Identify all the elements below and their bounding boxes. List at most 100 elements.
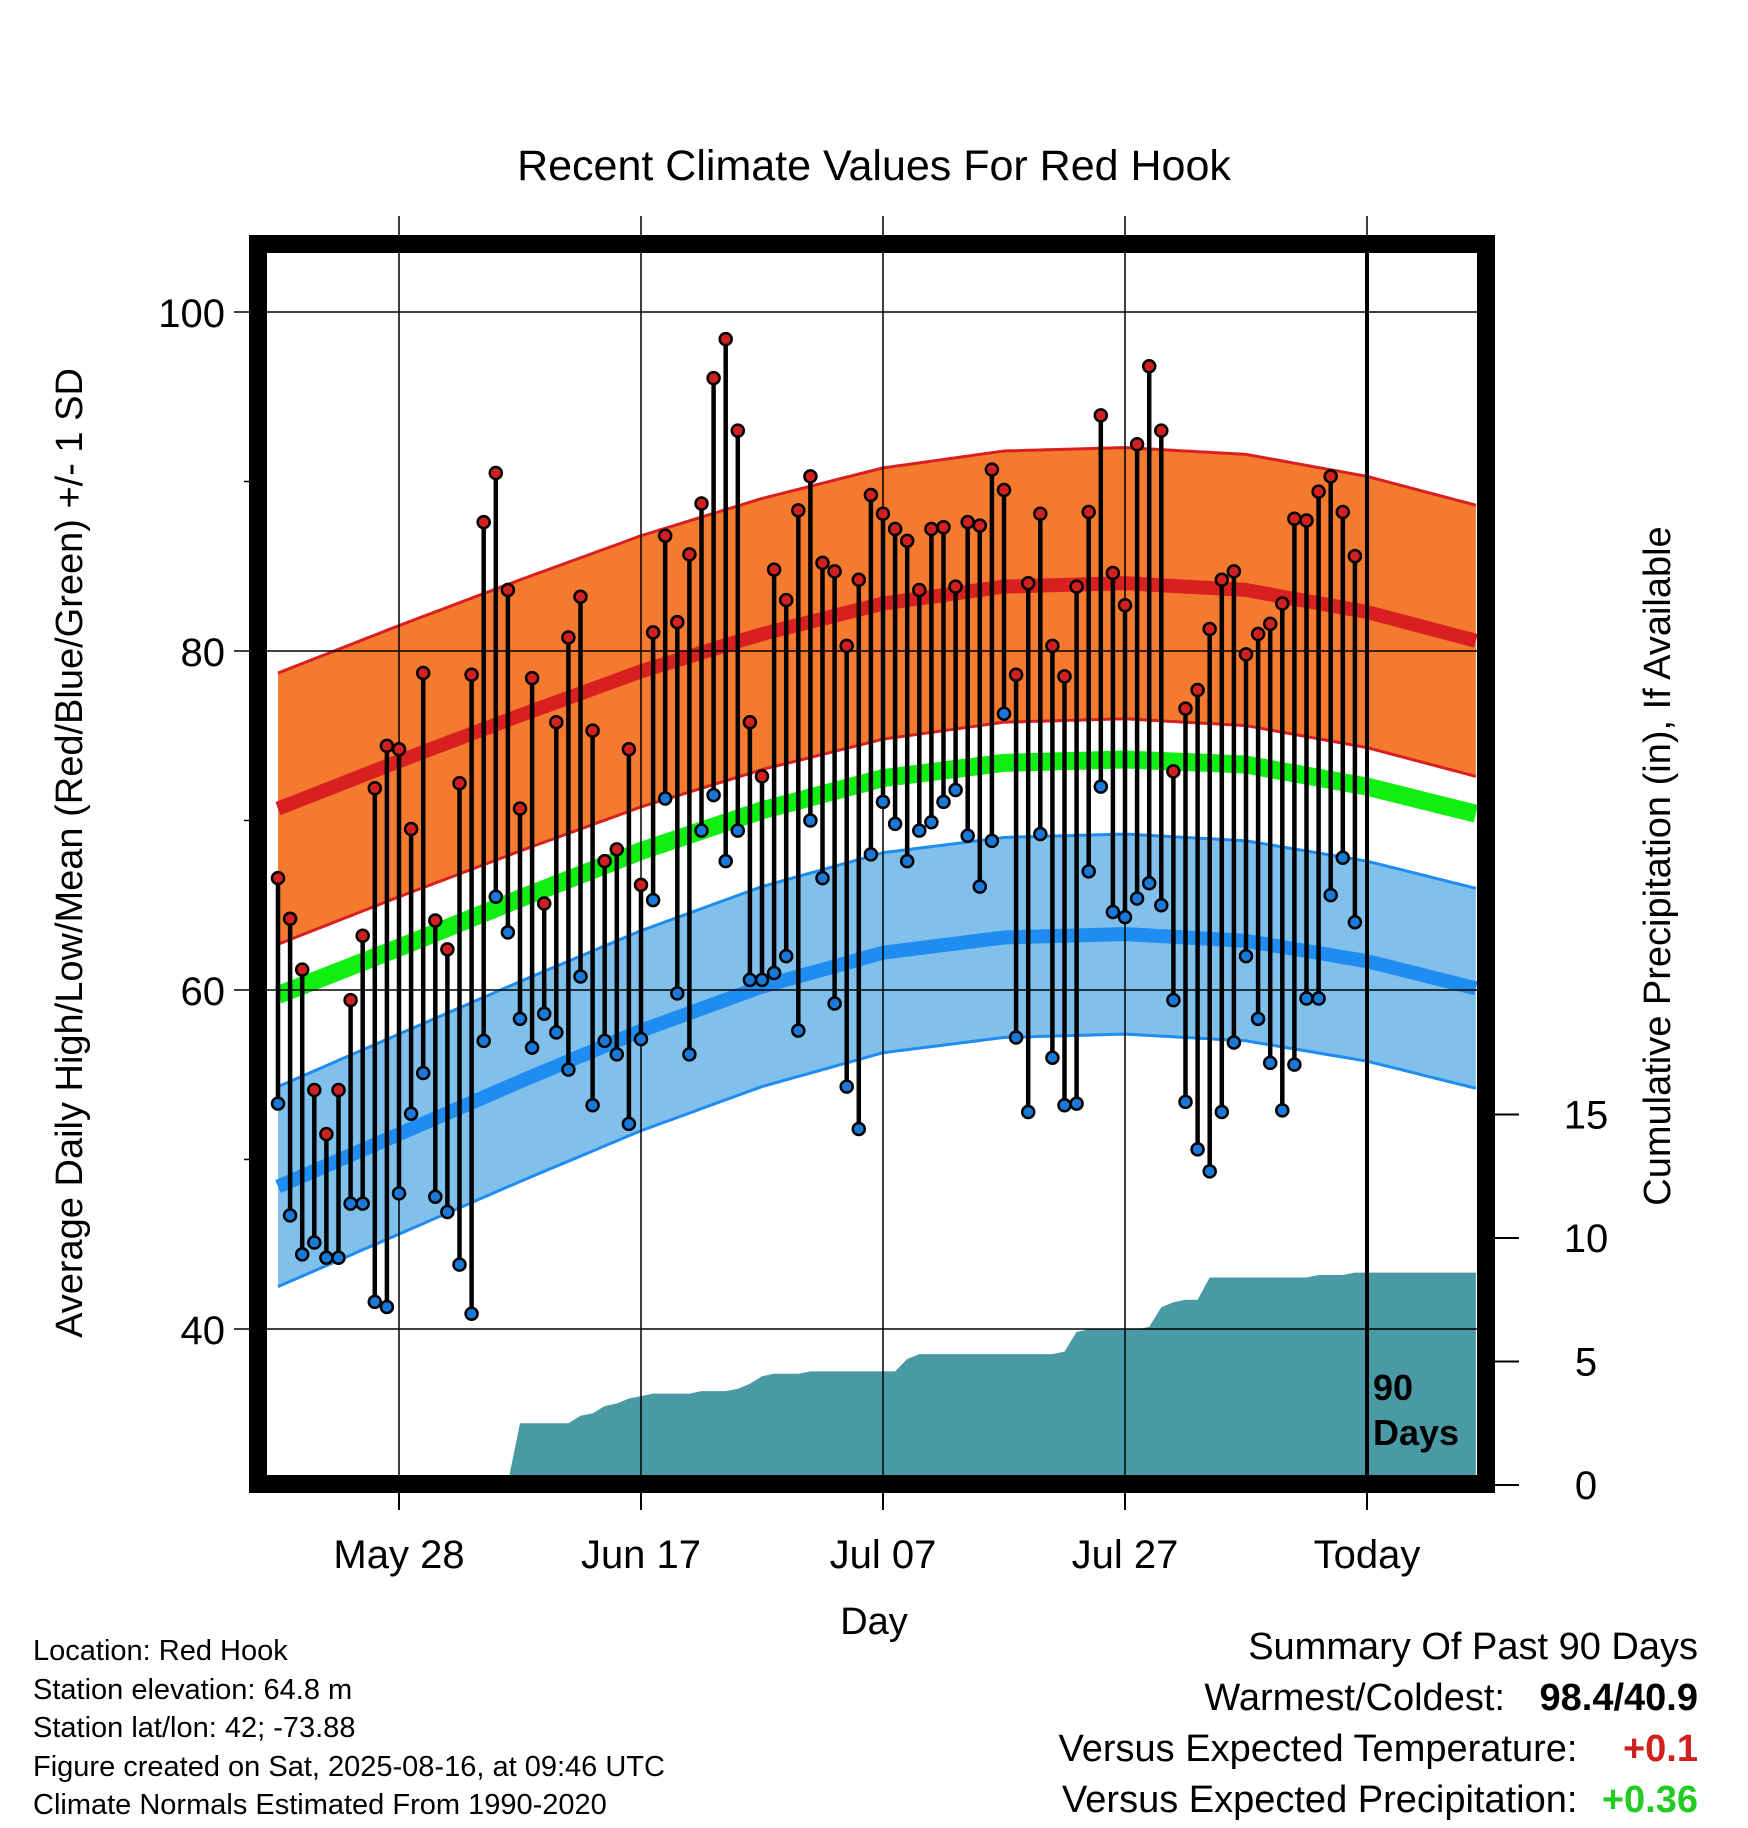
daily-high-point bbox=[1178, 701, 1193, 716]
daily-low-point bbox=[355, 1196, 370, 1211]
daily-low-point bbox=[633, 1031, 649, 1047]
x-tick-label: Jul 27 bbox=[1072, 1533, 1179, 1577]
daily-high-point bbox=[1262, 616, 1278, 632]
daily-high-point bbox=[440, 942, 455, 957]
precip-area bbox=[278, 1272, 1476, 1485]
temp-label: Versus Expected Temperature: bbox=[1058, 1728, 1578, 1770]
daily-high-point bbox=[1287, 511, 1302, 527]
daily-high-point bbox=[682, 547, 697, 562]
daily-low-point bbox=[742, 972, 758, 988]
daily-low-point bbox=[561, 1062, 576, 1077]
daily-low-point bbox=[597, 1033, 612, 1049]
daily-low-point bbox=[972, 879, 988, 894]
summary-temp: Versus Expected Temperature: +0.1 bbox=[1059, 1724, 1698, 1775]
daily-low-point bbox=[1081, 864, 1096, 879]
daily-high-point bbox=[1020, 575, 1036, 591]
daily-low-point bbox=[1299, 991, 1314, 1006]
daily-high-point bbox=[912, 582, 927, 598]
chart-title: Recent Climate Values For Red Hook bbox=[517, 142, 1231, 190]
daily-high-point bbox=[887, 521, 903, 537]
daily-high-point bbox=[1250, 626, 1266, 642]
high-band-upper-edge bbox=[277, 446, 1477, 675]
daily-high-point bbox=[1202, 621, 1217, 637]
daily-low-point bbox=[294, 1247, 310, 1262]
daily-low-point bbox=[1214, 1104, 1230, 1120]
daily-low-point bbox=[948, 782, 963, 798]
daily-high-point bbox=[984, 462, 1000, 477]
daily-low-point bbox=[1335, 850, 1351, 866]
daily-high-point bbox=[403, 821, 419, 837]
daily-low-point bbox=[452, 1257, 467, 1272]
daily-low-point bbox=[1311, 991, 1326, 1006]
daily-high-point bbox=[1190, 682, 1205, 698]
low-band-lower-edge bbox=[277, 1032, 1477, 1288]
daily-low-point bbox=[936, 794, 951, 810]
daily-high-point bbox=[524, 670, 540, 686]
daily-high-point bbox=[694, 496, 709, 511]
daily-low-point bbox=[1238, 948, 1254, 964]
normal-mean-line bbox=[274, 750, 1479, 1004]
daily-high-point bbox=[827, 564, 842, 579]
daily-high-point bbox=[355, 928, 370, 944]
daily-low-point bbox=[1226, 1035, 1242, 1050]
daily-low-point bbox=[803, 813, 818, 828]
daily-low-point bbox=[1141, 875, 1157, 891]
y-tick-label: 40 bbox=[181, 1309, 226, 1353]
daily-low-point bbox=[839, 1079, 854, 1094]
daily-low-point bbox=[500, 925, 516, 940]
daily-low-point bbox=[1275, 1103, 1290, 1118]
daily-low-point bbox=[730, 823, 746, 838]
daily-high-point bbox=[464, 667, 479, 682]
daily-low-point bbox=[924, 814, 939, 830]
daily-high-point bbox=[1045, 638, 1060, 654]
y2-axis-label: Cumulative Precipitation (in), If Availa… bbox=[1637, 526, 1679, 1205]
daily-high-point bbox=[936, 520, 951, 535]
daily-low-point bbox=[851, 1121, 867, 1137]
daily-high-point bbox=[428, 913, 443, 928]
daily-low-point bbox=[1323, 887, 1338, 903]
y2-tick-label: 5 bbox=[1575, 1341, 1597, 1385]
daily-low-point bbox=[1178, 1094, 1193, 1110]
daily-high-point bbox=[1299, 513, 1314, 528]
daily-high-point bbox=[536, 896, 552, 911]
low-sd-band bbox=[278, 834, 1476, 1287]
daily-high-point bbox=[500, 582, 516, 598]
temp-value: +0.1 bbox=[1622, 1728, 1698, 1770]
daily-high-point bbox=[960, 514, 975, 530]
info-normals: Climate Normals Estimated From 1990-2020 bbox=[33, 1789, 607, 1821]
high-band-lower-edge bbox=[277, 717, 1477, 946]
daily-low-point bbox=[1057, 1098, 1072, 1113]
daily-low-point bbox=[440, 1204, 455, 1220]
daily-low-point bbox=[1166, 992, 1181, 1008]
precip-value: +0.36 bbox=[1601, 1779, 1698, 1821]
daily-low-point bbox=[960, 828, 975, 844]
daily-low-point bbox=[403, 1106, 419, 1121]
summary-precip: Versus Expected Precipitation: +0.36 bbox=[1059, 1775, 1698, 1826]
daily-high-point bbox=[754, 769, 770, 784]
daily-high-point bbox=[282, 911, 298, 927]
daily-high-point bbox=[1081, 504, 1096, 520]
daily-high-point bbox=[972, 518, 988, 533]
y2-tick-label: 15 bbox=[1564, 1094, 1609, 1138]
daily-low-point bbox=[1069, 1096, 1084, 1111]
daily-high-point bbox=[778, 592, 794, 608]
daily-high-point bbox=[1275, 596, 1290, 611]
daily-high-point bbox=[996, 482, 1012, 498]
x-tick-label: Today bbox=[1314, 1533, 1421, 1577]
daily-high-point bbox=[488, 465, 504, 481]
daily-low-point bbox=[573, 969, 588, 984]
daily-high-point bbox=[367, 781, 383, 796]
normal-bands bbox=[274, 446, 1479, 1288]
daily-low-point bbox=[1347, 914, 1363, 930]
daily-low-point bbox=[1117, 909, 1133, 925]
daily-low-point bbox=[536, 1006, 552, 1021]
daily-low-point bbox=[1045, 1050, 1060, 1066]
daily-low-point bbox=[319, 1250, 334, 1266]
x-tick-label: Jul 07 bbox=[830, 1533, 937, 1577]
daily-low-point bbox=[549, 1025, 564, 1040]
y-tick-label: 100 bbox=[158, 292, 225, 336]
daily-low-point bbox=[778, 948, 794, 964]
today-marker-label-bottom: Days bbox=[1373, 1412, 1459, 1453]
daily-high-point bbox=[766, 562, 782, 577]
